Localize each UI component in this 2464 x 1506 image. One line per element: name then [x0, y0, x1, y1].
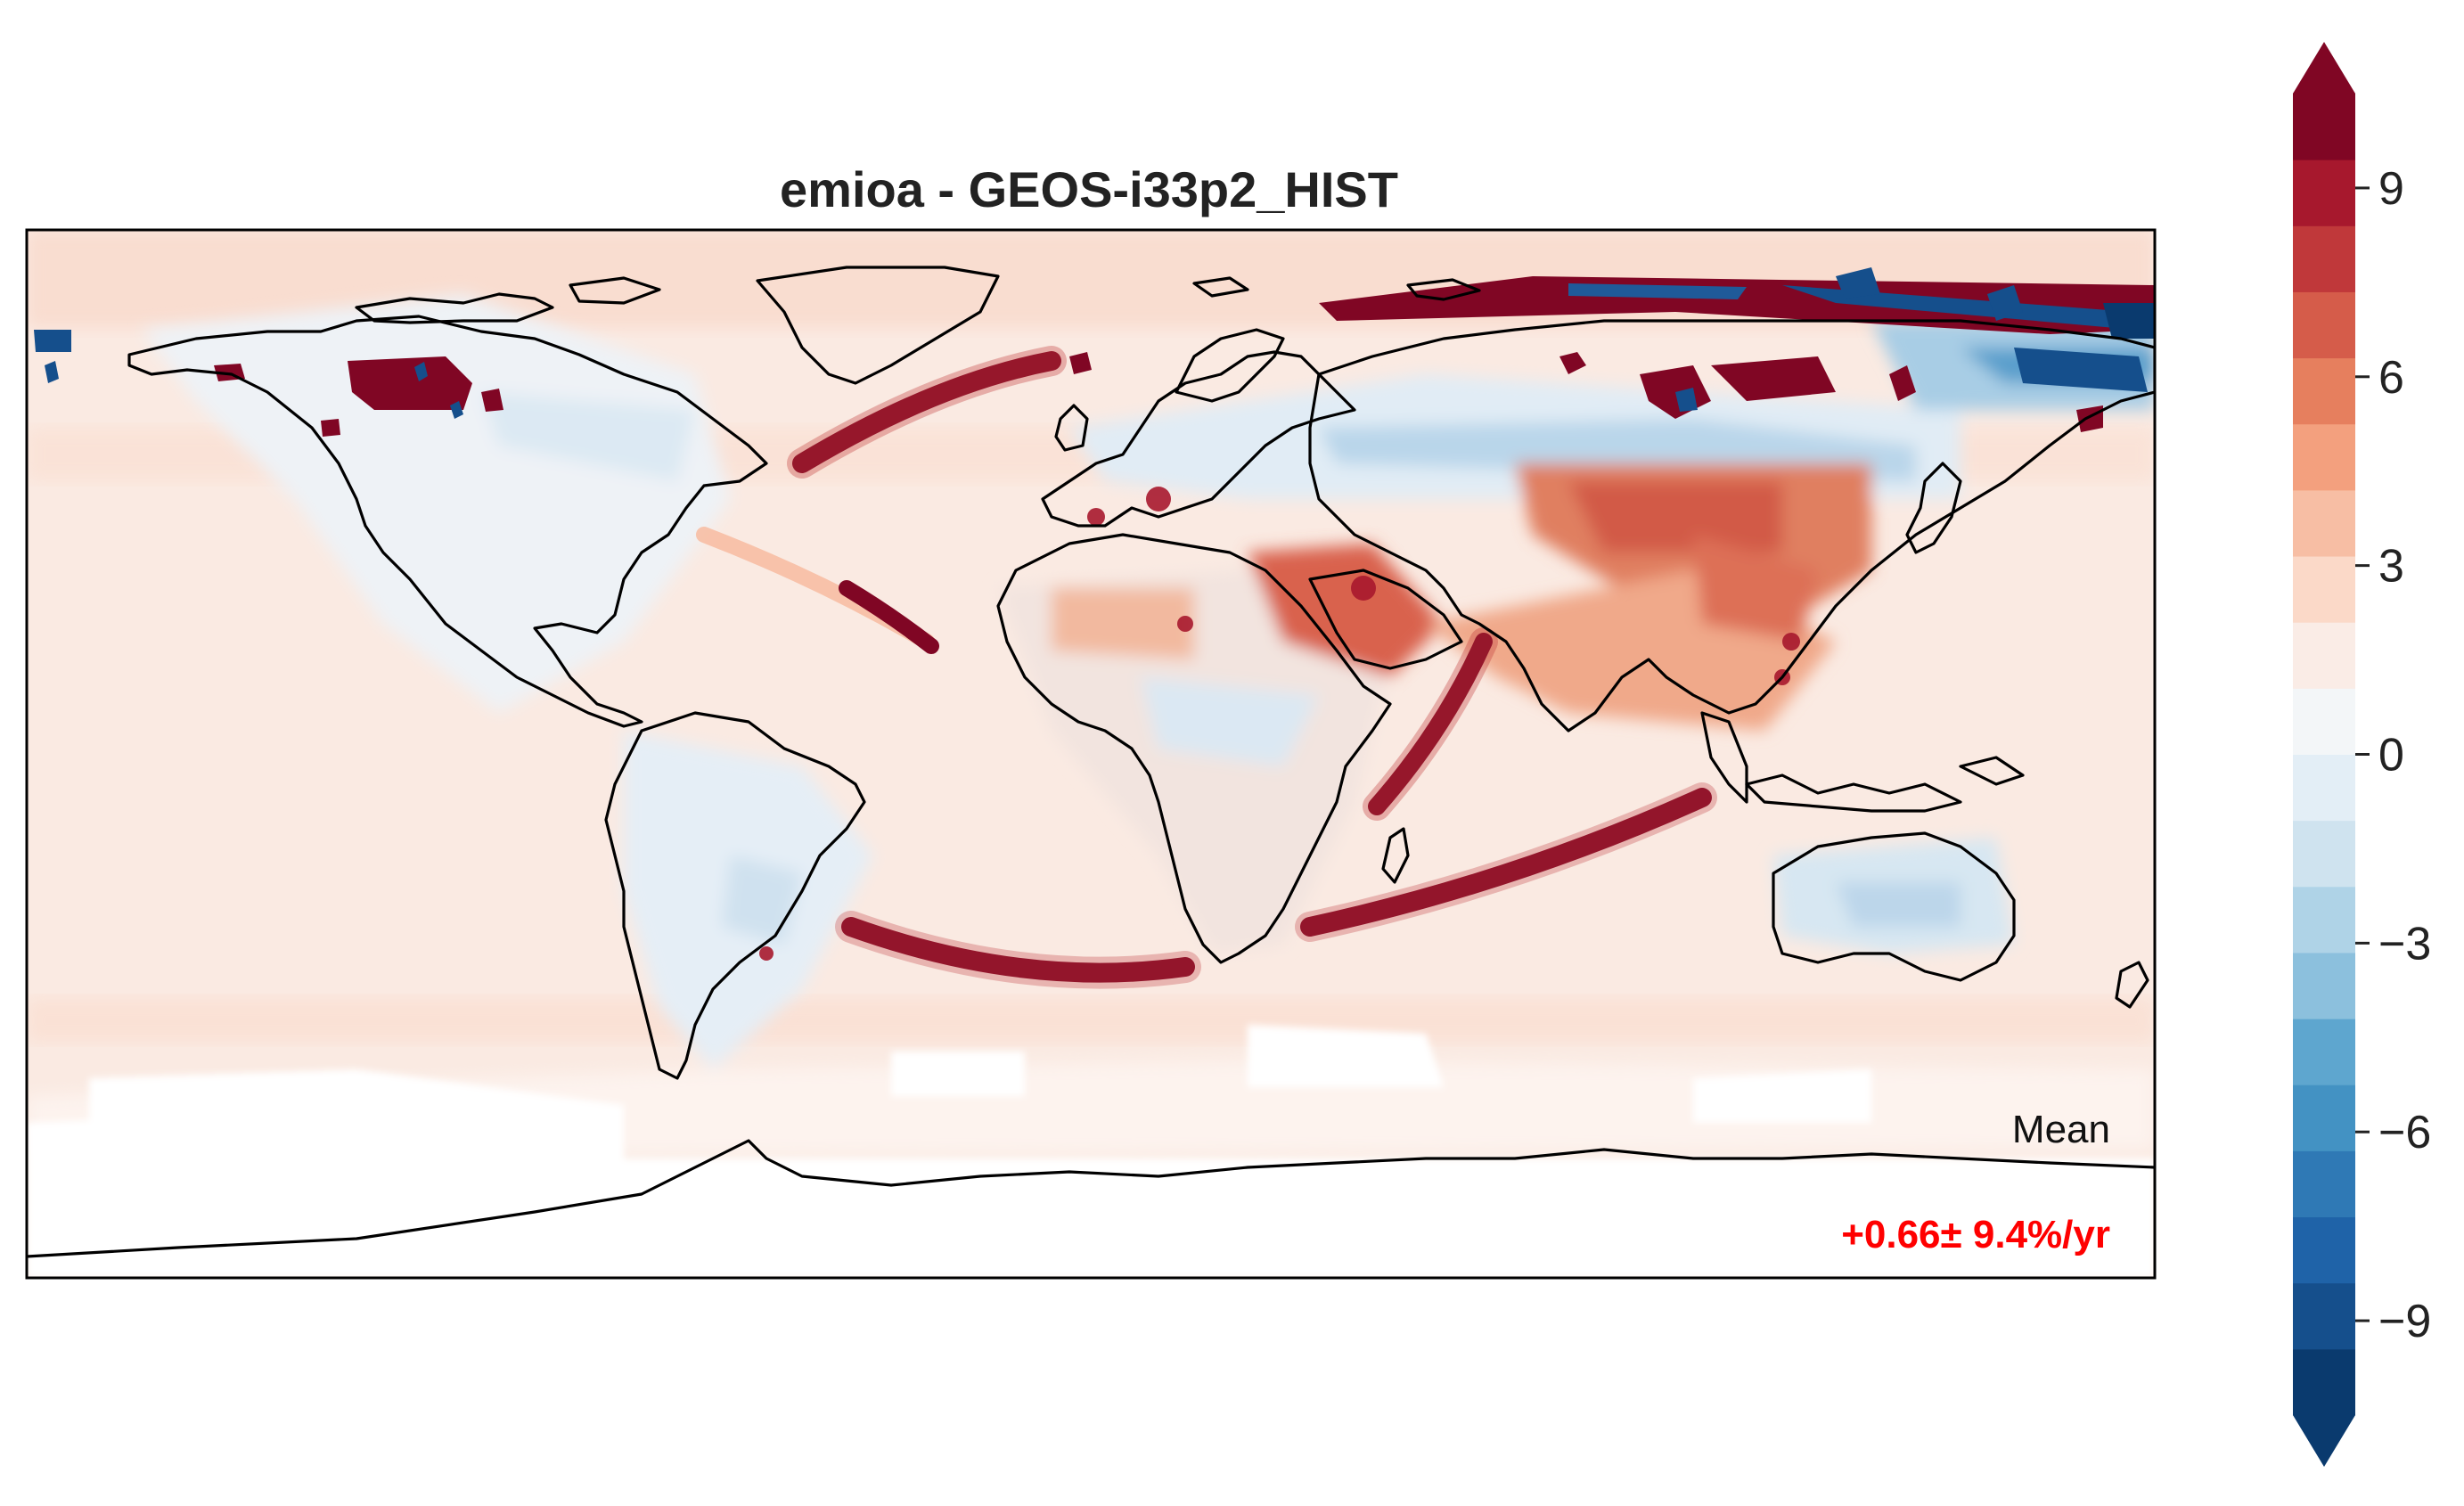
colorbar-segment: [2293, 1216, 2355, 1284]
stats-value: +0.66± 9.4%/yr: [1841, 1213, 2110, 1256]
colorbar-segment: [2293, 489, 2355, 557]
coastlines: [27, 266, 2155, 1258]
map-field: [27, 230, 2155, 1278]
colorbar-segment: [2293, 1150, 2355, 1218]
colorbar-segment: [2293, 952, 2355, 1019]
colorbar-segment: [2293, 820, 2355, 888]
colorbar: −9 −6 −3 0 3 6 9: [2293, 42, 2431, 1467]
colorbar-segment: [2293, 1282, 2355, 1350]
colorbar-tick-label: 9: [2378, 163, 2404, 215]
colorbar-segment: [2293, 555, 2355, 623]
colorbar-segment: [2293, 357, 2355, 425]
colorbar-tick-label: 3: [2378, 541, 2404, 593]
colorbar-tick-label: 0: [2378, 730, 2404, 782]
colorbar-tick-label: 6: [2378, 352, 2404, 404]
colorbar-extend-min: [2293, 1415, 2355, 1467]
colorbar-segment: [2293, 423, 2355, 491]
colorbar-segment: [2293, 1084, 2355, 1151]
colorbar-tick-label: −3: [2378, 918, 2431, 970]
colorbar-segment: [2293, 1348, 2355, 1416]
colorbar-segment: [2293, 687, 2355, 755]
map-frame: [25, 228, 2157, 1280]
chart-title: emioa - GEOS-i33p2_HIST: [780, 161, 1398, 217]
colorbar-segment: [2293, 621, 2355, 689]
colorbar-tick-label: −9: [2378, 1296, 2431, 1347]
colorbar-segment: [2293, 159, 2355, 226]
colorbar-segment: [2293, 93, 2355, 160]
colorbar-tick-label: −6: [2378, 1107, 2431, 1158]
colorbar-segment: [2293, 886, 2355, 954]
colorbar-segment: [2293, 754, 2355, 822]
colorbar-segment: [2293, 1018, 2355, 1085]
colorbar-segment: [2293, 291, 2355, 359]
stats-label: Mean: [2012, 1108, 2110, 1151]
colorbar-extend-max: [2293, 42, 2355, 94]
colorbar-segment: [2293, 225, 2355, 292]
